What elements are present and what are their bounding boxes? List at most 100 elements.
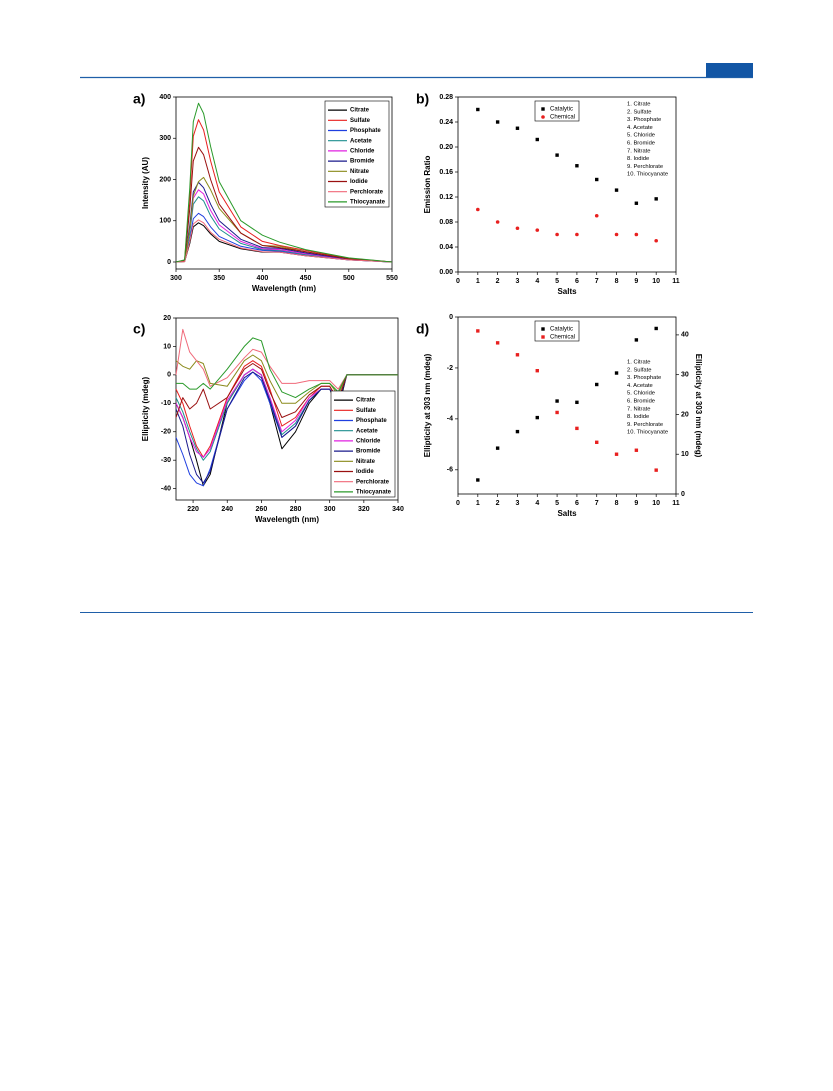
x-tick-label: 8 [615,278,619,285]
annotation: 1. Citrate [627,102,651,108]
point [634,338,639,342]
legend-label: Bromide [350,159,375,165]
series-line [175,102,393,263]
point [476,329,480,333]
x-tick-label: 1 [476,278,480,285]
plot-frame [457,96,677,273]
x-tick-label: 2 [496,500,500,507]
legend-label: Chloride [350,148,375,154]
point [634,232,639,237]
x-tick-label: 550 [386,275,398,282]
legend-label: Iodide [356,469,374,475]
annotation: 3. Phosphate [627,375,661,381]
y-axis-label: Ellipticity (mdeg) [141,376,150,441]
point [634,448,639,452]
y-tick-label: 0.00 [439,269,453,276]
x-tick-label: 5 [555,278,559,285]
legend-label: Nitrate [350,169,370,175]
y-tick-label: 0.20 [439,144,453,151]
annotation: 2. Sulfate [627,367,652,373]
point [515,226,520,231]
point [515,353,520,357]
y-tick-label: -40 [161,485,171,492]
x-tick-label: 300 [324,506,336,513]
y-tick-label: 300 [159,135,171,142]
x-tick-label: 7 [595,278,599,285]
series-line [175,146,393,263]
x-axis-label: Wavelength (nm) [252,284,316,293]
point [614,371,619,375]
x-tick-label: 9 [634,278,638,285]
annotation: 5. Chloride [627,133,655,139]
y-tick-label: -4 [447,416,453,423]
point [535,228,540,232]
point [495,446,500,450]
legend-label: Nitrate [356,459,376,465]
x-tick-label: 3 [516,278,520,285]
y2-tick-label: 0 [681,491,685,498]
annotation: 9. Perchlorate [627,164,663,170]
x-axis-label: Wavelength (nm) [255,515,319,524]
legend-box [330,390,396,498]
y-tick-label: 0 [167,259,171,266]
y-tick-label: 0.08 [439,219,453,226]
legend-label: Bromide [356,449,381,455]
point [575,232,579,237]
point [595,440,599,444]
x-tick-label: 1 [476,500,480,507]
point [654,326,658,331]
x-axis-label: Salts [557,287,577,296]
plot-frame [175,96,393,270]
point [654,468,658,472]
annotation: 8. Iodide [627,414,649,420]
y-tick-label: 0.16 [439,169,453,176]
point [595,382,599,387]
point [575,400,579,405]
point [555,399,559,403]
y-tick-label: 0.04 [439,244,453,251]
y2-tick-label: 20 [681,411,689,418]
legend-label: Sulfate [356,408,377,414]
x-tick-label: 4 [535,278,539,285]
annotation: 4. Acetate [627,125,653,131]
legend-label: Citrate [350,108,370,114]
legend-label: Chemical [550,335,575,341]
point [476,207,480,212]
annotation: 6. Bromide [627,141,655,147]
x-tick-label: 340 [392,506,404,513]
legend-label: Thiocyanate [356,489,392,495]
legend-label: Acetate [356,428,378,434]
point [476,478,480,482]
x-tick-label: 500 [343,275,355,282]
y-tick-label: -6 [447,467,453,474]
legend-box [534,320,580,342]
legend-label: Iodide [350,179,368,185]
annotation: 10. Thiocyanate [627,172,668,178]
legend-label: Perchlorate [350,189,384,195]
annotation: 7. Nitrate [627,148,651,154]
annotation: 8. Iodide [627,156,649,162]
point [476,107,480,112]
legend-label: Citrate [356,398,376,404]
x-tick-label: 0 [456,278,460,285]
legend-label: Catalytic [550,327,573,333]
point [555,410,559,415]
x-tick-label: 240 [221,506,233,513]
y-tick-label: 200 [159,176,171,183]
annotation: 3. Phosphate [627,117,661,123]
y2-tick-label: 10 [681,451,689,458]
x-tick-label: 450 [300,275,312,282]
point [595,177,599,182]
annotation: 1. Citrate [627,360,651,366]
annotation: 6. Bromide [627,399,655,405]
y-tick-label: -30 [161,457,171,464]
x-tick-label: 4 [535,500,539,507]
point [495,341,500,345]
header-tab [706,63,753,77]
legend-label: Sulfate [350,118,371,124]
point [495,120,500,124]
legend-swatch [541,115,545,119]
y-tick-label: -2 [447,365,453,372]
